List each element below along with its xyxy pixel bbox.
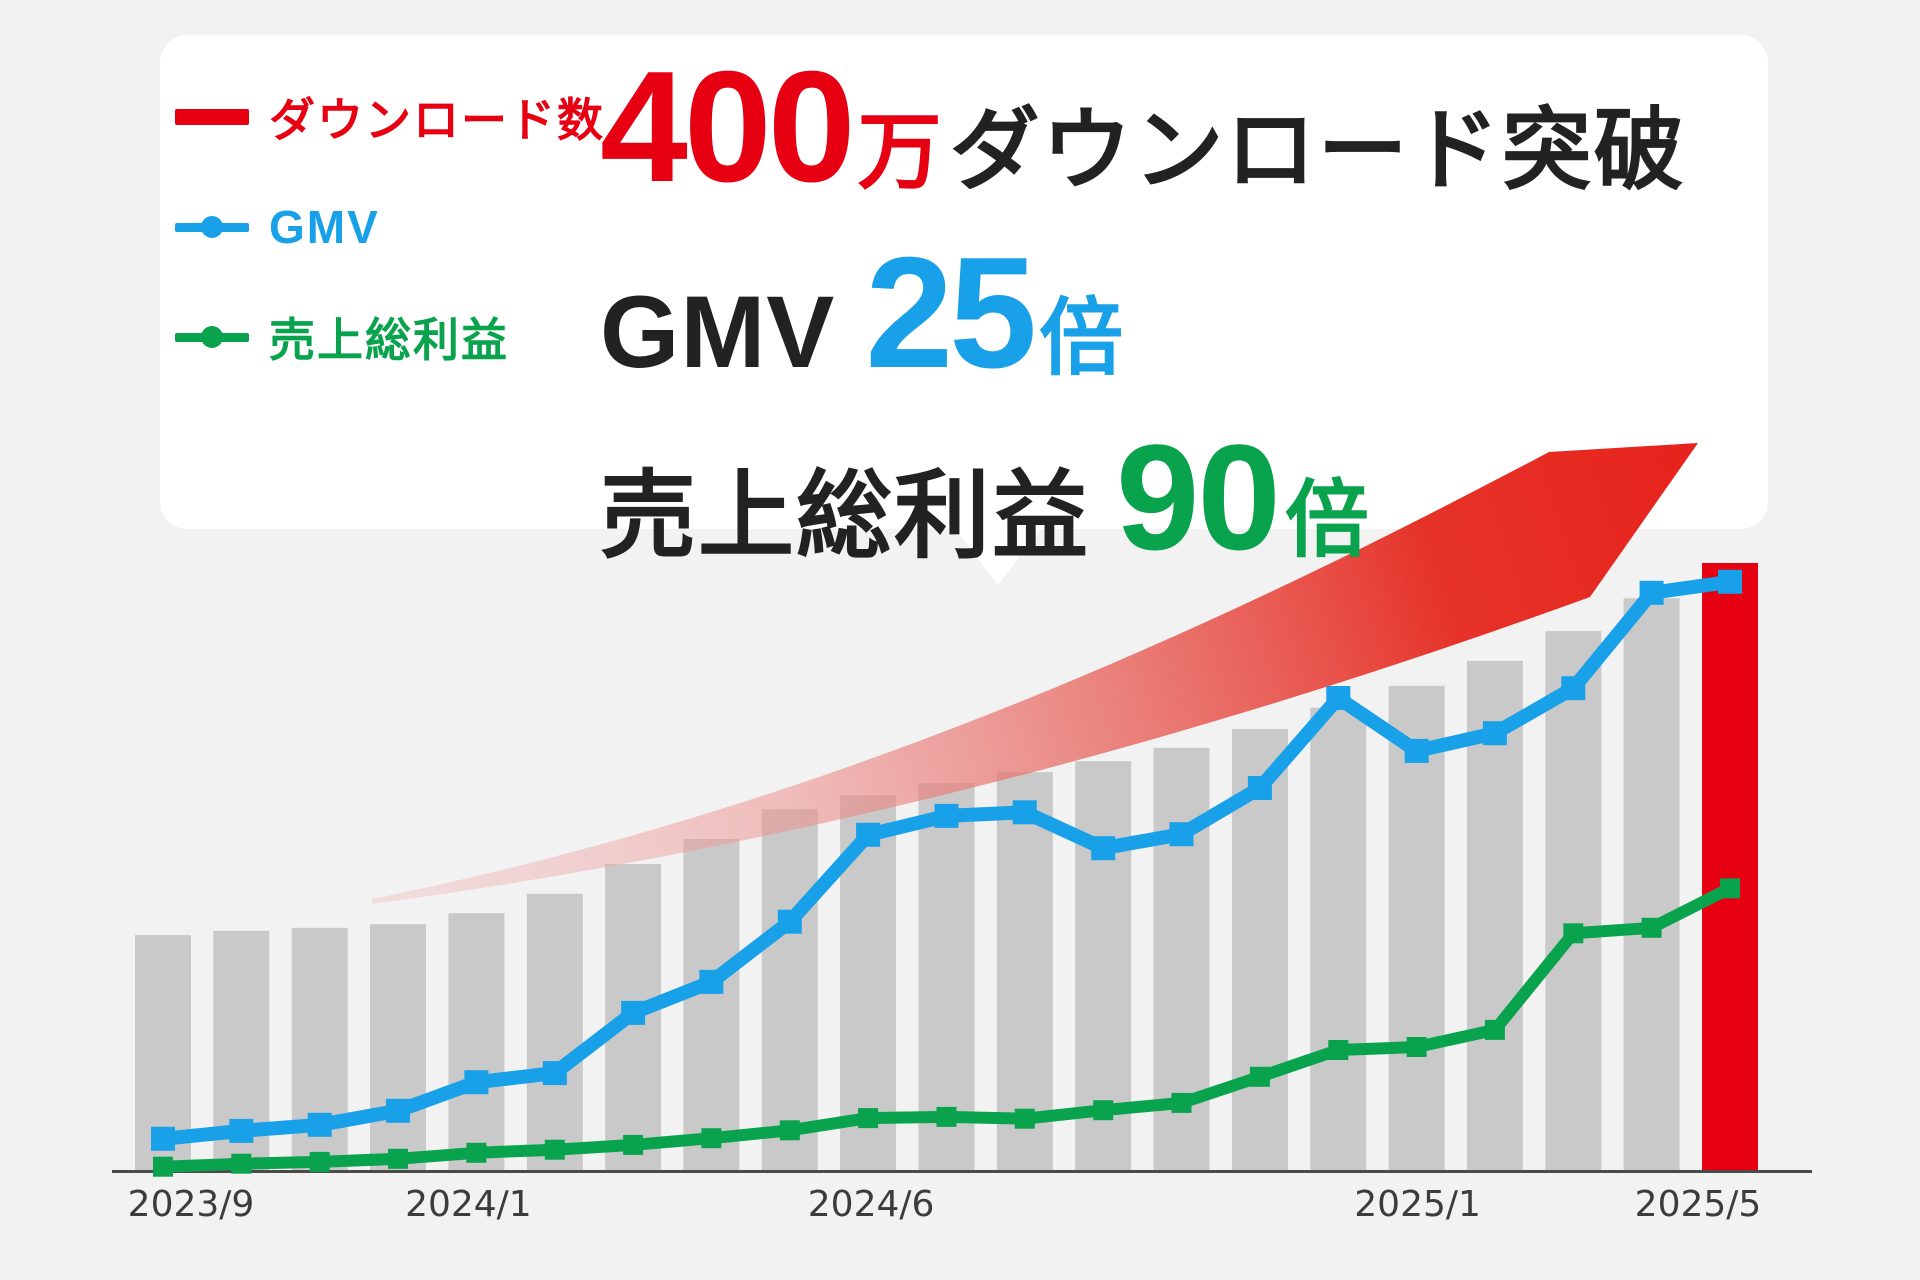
marker-gross-profit (1249, 1066, 1270, 1087)
bar-month (1545, 631, 1602, 1171)
x-tick-label: 2025/5 (1635, 1184, 1762, 1225)
marker-gross-profit (231, 1153, 252, 1174)
legend: ダウンロード数 GMV 売上総利益 (175, 88, 605, 418)
marker-gmv (1482, 721, 1507, 746)
marker-gmv (621, 1000, 646, 1025)
marker-gross-profit (701, 1128, 722, 1149)
downloads-text: ダウンロード突破 (949, 101, 1686, 201)
bar-month (448, 913, 505, 1171)
marker-gross-profit (309, 1151, 330, 1172)
legend-item-downloads: ダウンロード数 (175, 88, 605, 146)
gmv-prefix: GMV (600, 275, 836, 389)
bar-month (683, 839, 740, 1171)
bar-month (1623, 598, 1680, 1171)
x-tick-label: 2024/1 (405, 1184, 532, 1225)
downloads-unit: 万 (857, 105, 942, 199)
marker-gmv (1404, 738, 1429, 763)
marker-gmv (1247, 776, 1272, 800)
marker-gross-profit (1014, 1108, 1035, 1129)
marker-gmv (1639, 580, 1664, 605)
gross-profit-value: 90 (1116, 413, 1281, 581)
marker-gmv (307, 1112, 332, 1137)
marker-gmv (151, 1126, 175, 1151)
gmv-value: 25 (865, 225, 1037, 401)
marker-gross-profit (1328, 1040, 1349, 1060)
marker-gmv (542, 1061, 567, 1086)
bar-month (370, 924, 426, 1171)
marker-gross-profit (388, 1148, 408, 1169)
gross-profit-prefix: 売上総利益 (600, 463, 1090, 570)
downloads-value: 400 (600, 39, 856, 215)
marker-gross-profit (1171, 1092, 1192, 1113)
marker-gmv (229, 1118, 254, 1143)
marker-gross-profit (779, 1120, 800, 1141)
marker-gross-profit (544, 1139, 565, 1160)
marker-gross-profit (936, 1106, 957, 1127)
marker-gmv (699, 969, 724, 994)
x-tick-label: 2025/1 (1354, 1184, 1481, 1225)
marker-gmv (1718, 569, 1742, 594)
marker-gross-profit (623, 1134, 644, 1155)
marker-gmv (1169, 822, 1194, 847)
marker-gmv (464, 1070, 489, 1095)
marker-gross-profit (1720, 878, 1740, 899)
legend-item-gmv: GMV (175, 198, 605, 256)
x-tick-label: 2024/6 (808, 1184, 935, 1225)
marker-gmv (386, 1098, 410, 1123)
bar-month (526, 893, 583, 1171)
gross-profit-line-dot-icon (175, 326, 249, 348)
gmv-line-dot-icon (175, 216, 249, 238)
marker-gmv (1561, 676, 1586, 701)
marker-gross-profit (153, 1156, 173, 1177)
gross-profit-unit: 倍 (1284, 473, 1369, 567)
marker-gmv (1091, 836, 1116, 861)
marker-gross-profit (1563, 923, 1584, 944)
headline-downloads: 400 万 ダウンロード突破 (600, 48, 1686, 206)
headline-gross-profit: 売上総利益 90 倍 (600, 422, 1686, 572)
bar-month (761, 809, 818, 1171)
legend-label-gmv: GMV (269, 201, 380, 253)
headline-gmv: GMV 25 倍 (600, 234, 1686, 392)
gmv-unit: 倍 (1039, 291, 1124, 385)
headline: 400 万 ダウンロード突破 GMV 25 倍 売上総利益 90 倍 (600, 48, 1686, 572)
marker-gross-profit (1406, 1037, 1427, 1057)
marker-gross-profit (1641, 917, 1662, 938)
legend-label-downloads: ダウンロード数 (269, 94, 605, 146)
marker-gmv (777, 909, 802, 934)
marker-gross-profit (858, 1108, 879, 1129)
legend-label-gross-profit: 売上総利益 (269, 314, 509, 366)
marker-gmv (856, 822, 881, 847)
downloads-line-icon (175, 109, 249, 125)
marker-gross-profit (1484, 1019, 1505, 1040)
marker-gmv (1326, 686, 1351, 710)
bar-month (1310, 707, 1367, 1171)
bar-latest-month-red (1702, 563, 1758, 1171)
legend-item-gross-profit: 売上総利益 (175, 308, 605, 366)
marker-gmv (934, 803, 959, 828)
marker-gross-profit (466, 1142, 487, 1163)
x-tick-label: 2023/9 (128, 1184, 255, 1225)
marker-gmv (1012, 800, 1037, 825)
marker-gross-profit (1093, 1100, 1114, 1121)
